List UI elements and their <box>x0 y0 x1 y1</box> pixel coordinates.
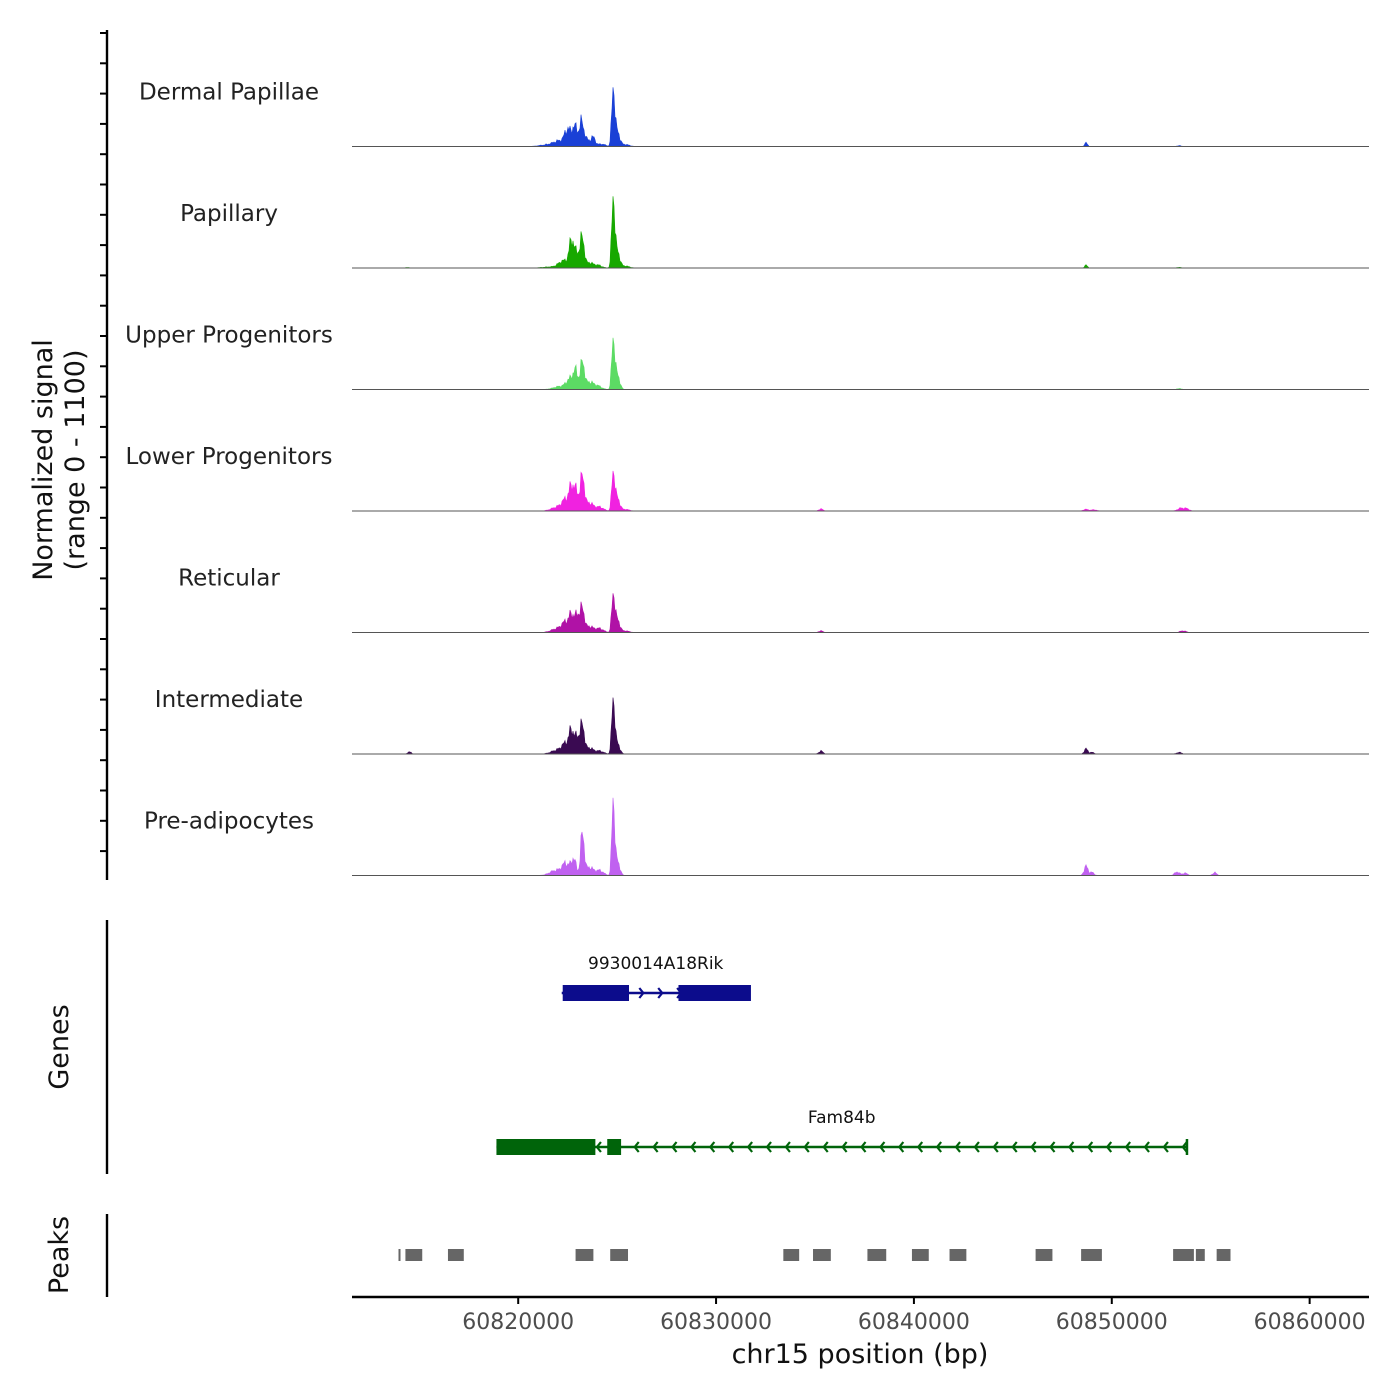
gene-label: Fam84b <box>808 1108 876 1128</box>
strand-arrow <box>1030 1141 1037 1153</box>
track-label: Upper Progenitors <box>125 323 333 349</box>
strand-arrow <box>879 1141 886 1153</box>
track-label: Lower Progenitors <box>126 444 333 470</box>
strand-arrow <box>860 1141 867 1153</box>
gene-exon <box>678 985 750 1001</box>
y-axis-title-line2: (range 0 - 1100) <box>60 350 91 571</box>
peak-region <box>1035 1249 1053 1261</box>
strand-arrow <box>1162 1141 1169 1153</box>
x-tick-label: 60840000 <box>858 1310 970 1335</box>
gene-exon <box>607 1139 622 1155</box>
strand-arrow <box>727 1141 735 1153</box>
strand-arrow <box>1181 1141 1188 1153</box>
coverage-signal-area <box>352 697 1369 755</box>
strand-arrow <box>803 1141 810 1153</box>
coverage-signal-area <box>352 797 1369 876</box>
peak-region <box>783 1249 800 1261</box>
strand-arrow <box>1143 1141 1150 1153</box>
strand-arrow <box>638 987 645 999</box>
strand-arrow <box>690 1141 697 1153</box>
coverage-track: Lower Progenitors <box>126 444 1369 512</box>
track-label: Papillary <box>180 201 278 227</box>
strand-arrow <box>708 1141 716 1153</box>
peak-region <box>1216 1249 1231 1261</box>
coverage-track: Papillary <box>180 196 1369 269</box>
peak-region <box>813 1249 831 1261</box>
strand-arrow <box>657 987 664 999</box>
strand-arrow <box>746 1141 753 1153</box>
gene-label: 9930014A18Rik <box>588 954 724 974</box>
strand-arrow <box>935 1141 942 1153</box>
strand-arrow <box>822 1141 829 1153</box>
peak-region <box>1195 1249 1205 1261</box>
peak-region <box>405 1249 423 1261</box>
x-tick-label: 60830000 <box>660 1310 772 1335</box>
strand-arrow <box>992 1141 999 1153</box>
coverage-track: Dermal Papillae <box>139 80 1369 147</box>
gene-model: 9930014A18Rik <box>561 954 751 1001</box>
coverage-track: Upper Progenitors <box>125 323 1369 390</box>
coverage-signal-area <box>352 470 1369 512</box>
peak-region <box>949 1249 967 1261</box>
track-label: Pre-adipocytes <box>144 809 314 835</box>
gene-exon <box>562 985 630 1001</box>
x-axis-title: chr15 position (bp) <box>732 1339 989 1370</box>
coverage-signal-area <box>352 87 1369 147</box>
peak-region <box>398 1249 401 1261</box>
coverage-signal-area <box>352 337 1369 390</box>
x-tick-label: 60820000 <box>462 1310 574 1335</box>
strand-arrow <box>1049 1141 1056 1153</box>
strand-arrow <box>841 1141 848 1153</box>
coverage-signal-area <box>352 196 1369 269</box>
strand-arrow <box>1105 1141 1113 1153</box>
peak-region <box>1173 1249 1194 1261</box>
peaks-track-title: Peaks <box>44 1216 75 1294</box>
y-axis-title-line1: Normalized signal <box>28 339 59 581</box>
coverage-signal-area <box>352 593 1369 633</box>
coverage-tracks: Dermal Papillae Papillary Upper Progenitor… <box>125 80 1369 876</box>
track-label: Dermal Papillae <box>139 80 319 106</box>
strand-arrow <box>897 1141 905 1153</box>
peak-region <box>911 1249 929 1261</box>
gene-exon <box>496 1139 596 1155</box>
peak-region <box>1081 1249 1102 1261</box>
strand-arrow <box>1124 1141 1131 1153</box>
peak-region <box>867 1249 887 1261</box>
strand-arrow <box>633 1141 640 1153</box>
coverage-track: Intermediate <box>155 687 1369 755</box>
strand-arrow <box>671 1141 678 1153</box>
peak-region <box>610 1249 629 1261</box>
gene-model: Fam84b <box>496 1108 1189 1155</box>
strand-arrow <box>784 1141 791 1153</box>
genes-track-title: Genes <box>44 1004 75 1089</box>
peak-region <box>447 1249 464 1261</box>
coverage-track: Reticular <box>178 566 1369 633</box>
coverage-track: Pre-adipocytes <box>144 797 1369 876</box>
strand-arrow <box>973 1141 980 1153</box>
strand-arrow <box>595 1141 602 1153</box>
gene-track: 9930014A18Rik Fam84b <box>496 954 1189 1155</box>
signal-y-axis-ticks <box>100 32 107 853</box>
strand-arrow <box>652 1141 659 1153</box>
x-tick-label: 60850000 <box>1056 1310 1168 1335</box>
peak-region <box>575 1249 594 1261</box>
track-label: Reticular <box>178 566 280 592</box>
peak-track <box>398 1249 1231 1261</box>
strand-arrow <box>1086 1141 1094 1153</box>
strand-arrow <box>954 1141 961 1153</box>
x-tick-label: 60860000 <box>1254 1310 1366 1335</box>
strand-arrow <box>916 1141 924 1153</box>
x-axis-ticks: 60820000 60830000 60840000 60850000 60860000 <box>462 1297 1366 1335</box>
track-label: Intermediate <box>155 687 303 713</box>
strand-arrow <box>1011 1141 1018 1153</box>
strand-arrow <box>765 1141 772 1153</box>
strand-arrow <box>1068 1141 1075 1153</box>
